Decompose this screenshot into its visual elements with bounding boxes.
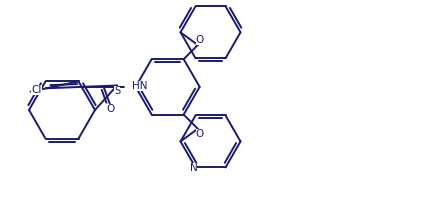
Text: HN: HN [132,81,147,91]
Text: Cl: Cl [31,85,42,95]
Text: S: S [114,86,120,97]
Text: O: O [196,35,204,45]
Text: O: O [196,129,204,139]
Text: O: O [107,104,115,114]
Text: N: N [190,163,198,173]
